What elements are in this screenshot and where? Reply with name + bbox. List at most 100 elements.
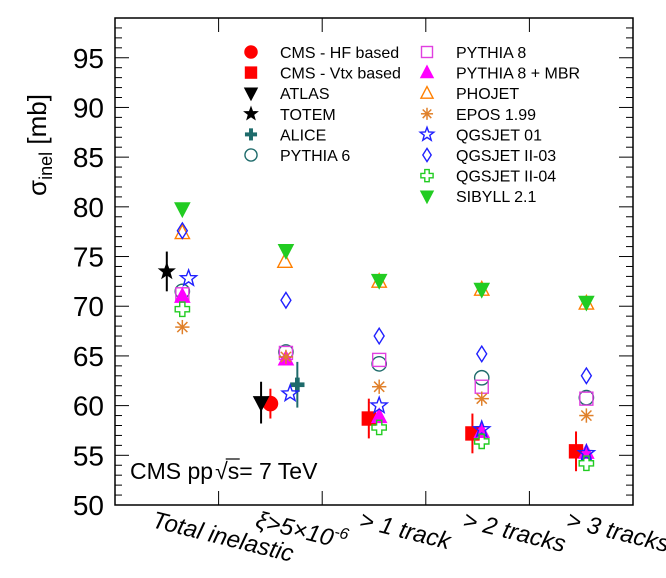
y-tick-label: 65 bbox=[73, 341, 104, 372]
legend-entry: PYTHIA 8 bbox=[420, 45, 526, 62]
marker bbox=[290, 382, 305, 388]
series-phojet bbox=[174, 223, 595, 310]
marker bbox=[373, 326, 385, 346]
marker bbox=[579, 391, 594, 406]
marker bbox=[244, 66, 258, 79]
data-point bbox=[174, 301, 191, 318]
legend-entry: EPOS 1.99 bbox=[420, 107, 536, 124]
marker bbox=[476, 393, 488, 405]
data-point bbox=[174, 286, 191, 303]
data-point bbox=[474, 391, 489, 406]
legend-label: QGSJET 01 bbox=[456, 127, 542, 144]
marker bbox=[471, 418, 492, 438]
series-totem bbox=[157, 251, 176, 292]
annotation-suffix: = 7 TeV bbox=[239, 458, 318, 484]
legend-label: EPOS 1.99 bbox=[456, 107, 536, 124]
legend-label: PYTHIA 6 bbox=[280, 148, 350, 165]
y-axis-label: σinel [mb] bbox=[22, 94, 56, 196]
data-point bbox=[157, 251, 176, 292]
y-axis-symbol: σ bbox=[22, 180, 52, 196]
legend-label: PYTHIA 8 + MBR bbox=[456, 66, 580, 83]
legend-entry: ATLAS bbox=[243, 86, 330, 103]
marker bbox=[371, 352, 387, 368]
legend: CMS - HF based CMS - Vtx based ATLAS TOTEM A… bbox=[243, 45, 580, 206]
legend-label: ATLAS bbox=[280, 86, 330, 103]
legend-entry: QGSJET 01 bbox=[418, 125, 542, 144]
data-point bbox=[276, 252, 294, 269]
series-epos-1-99 bbox=[175, 319, 594, 423]
y-tick-label: 50 bbox=[73, 490, 104, 521]
series-atlas bbox=[252, 381, 270, 424]
y-tick-label: 90 bbox=[73, 92, 104, 123]
marker bbox=[176, 221, 189, 240]
marker bbox=[419, 190, 435, 205]
y-tick-labels: 50 55 60 65 70 75 80 85 90 95 bbox=[73, 43, 104, 521]
legend-label: QGSJET II-04 bbox=[456, 169, 556, 186]
legend-entry: QGSJET II-03 bbox=[421, 147, 556, 165]
y-tick-label: 70 bbox=[73, 291, 104, 322]
marker bbox=[418, 125, 436, 142]
marker bbox=[370, 407, 388, 424]
y-axis-unit: [mb] bbox=[22, 94, 52, 152]
marker bbox=[174, 301, 191, 318]
legend-label: TOTEM bbox=[280, 107, 336, 124]
legend-entry: SIBYLL 2.1 bbox=[419, 189, 536, 206]
marker bbox=[371, 356, 388, 372]
marker bbox=[157, 261, 176, 280]
plot-frame bbox=[114, 17, 634, 506]
marker bbox=[419, 85, 435, 99]
data-point bbox=[176, 221, 189, 240]
data-point bbox=[174, 202, 191, 219]
data-point bbox=[473, 282, 491, 299]
data-point bbox=[475, 344, 488, 364]
marker bbox=[244, 132, 258, 137]
data-point bbox=[371, 419, 387, 436]
marker bbox=[244, 45, 258, 59]
data-point bbox=[369, 395, 390, 415]
x-category-label: > 1 track bbox=[357, 507, 455, 556]
legend-entry: TOTEM bbox=[243, 105, 336, 124]
marker bbox=[580, 366, 593, 385]
annotation-prefix: CMS pp bbox=[130, 458, 213, 484]
legend-entry: CMS - HF based bbox=[244, 45, 399, 62]
annotation-s: s bbox=[228, 458, 240, 484]
legend-label: QGSJET II-03 bbox=[456, 148, 556, 165]
y-tick-label: 75 bbox=[73, 242, 104, 273]
series-sibyll-2-1 bbox=[174, 202, 595, 312]
data-point bbox=[278, 349, 294, 365]
marker bbox=[244, 148, 258, 162]
data-point bbox=[579, 391, 594, 406]
marker bbox=[243, 87, 259, 102]
legend-label: PHOJET bbox=[456, 86, 519, 103]
marker bbox=[473, 433, 490, 450]
data-point bbox=[580, 366, 593, 385]
legend-label: PYTHIA 8 bbox=[456, 45, 526, 62]
marker bbox=[174, 202, 191, 219]
data-point bbox=[370, 273, 388, 290]
marker bbox=[280, 291, 292, 310]
marker bbox=[580, 409, 592, 422]
legend-label: CMS - HF based bbox=[280, 45, 399, 62]
marker bbox=[276, 252, 294, 269]
legend-entry: PYTHIA 6 bbox=[244, 148, 350, 165]
marker bbox=[174, 286, 191, 303]
legend-entry: CMS - Vtx based bbox=[244, 66, 401, 83]
y-tick-label: 80 bbox=[73, 192, 104, 223]
data-point bbox=[473, 433, 490, 450]
series-cms-vtx-based bbox=[361, 398, 584, 472]
annotation-sqrt: √ bbox=[215, 458, 228, 484]
data-point bbox=[474, 379, 489, 394]
data-point bbox=[373, 326, 385, 346]
x-category-text: > 3 tracks bbox=[564, 507, 666, 559]
data-point bbox=[579, 408, 594, 423]
legend-entry: PYTHIA 8 + MBR bbox=[419, 64, 580, 83]
marker bbox=[252, 396, 270, 412]
marker bbox=[473, 369, 490, 386]
marker bbox=[474, 379, 489, 394]
data-point bbox=[280, 291, 292, 310]
y-axis-subscript: inel bbox=[36, 152, 56, 180]
legend-label: CMS - Vtx based bbox=[280, 66, 401, 83]
marker bbox=[421, 147, 433, 163]
